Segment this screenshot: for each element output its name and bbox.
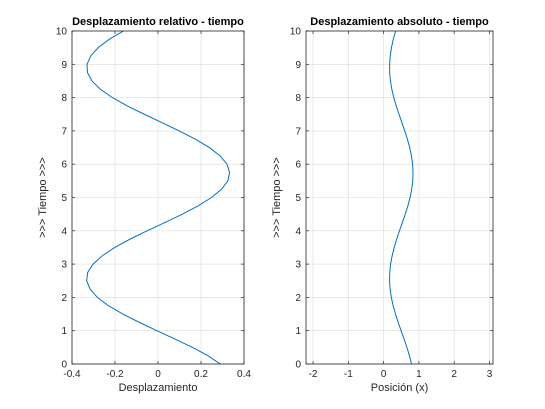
y-tick-label: 0 xyxy=(295,360,301,371)
x-axis-label: Desplazamiento xyxy=(119,382,198,394)
y-tick-label: 3 xyxy=(61,260,67,271)
y-tick-label: 9 xyxy=(61,60,67,71)
y-tick-label: 5 xyxy=(61,193,67,204)
plot-relative-displacement: -0.4 -0.2 0 0.2 0.4 0 1 2 3 4 5 6 7 8 9 10 Desplazamient… xyxy=(37,16,251,394)
x-tick-label: 0 xyxy=(381,369,387,380)
x-tick-label: 2 xyxy=(451,369,457,380)
chart-title: Desplazamiento absoluto - tiempo xyxy=(310,16,489,28)
y-tick-label: 4 xyxy=(295,226,301,237)
y-axis-label: >>> Tiempo >>> xyxy=(37,157,49,238)
y-tick-label: 10 xyxy=(290,27,302,38)
chart-title: Desplazamiento relativo - tiempo xyxy=(72,16,244,28)
y-tick-label: 6 xyxy=(295,160,301,171)
y-tick-label: 8 xyxy=(295,93,301,104)
y-axis-label: >>> Tiempo >>> xyxy=(271,157,283,238)
y-tick-label: 1 xyxy=(61,326,67,337)
y-tick-label: 0 xyxy=(61,360,67,371)
y-tick-label: 5 xyxy=(295,193,301,204)
y-tick-label: 7 xyxy=(61,126,67,137)
y-tick-label: 10 xyxy=(56,27,68,38)
y-tick-label: 8 xyxy=(61,93,67,104)
x-axis-label: Posición (x) xyxy=(371,382,428,394)
x-tick-label: 0 xyxy=(155,369,161,380)
y-tick-label: 7 xyxy=(295,126,301,137)
y-tick-label: 1 xyxy=(295,326,301,337)
y-tick-label: 3 xyxy=(295,260,301,271)
y-tick-label: 6 xyxy=(61,160,67,171)
x-tick-label: 0.4 xyxy=(237,369,251,380)
x-tick-label: 1 xyxy=(416,369,422,380)
x-tick-label: -0.2 xyxy=(106,369,124,380)
plot-absolute-displacement: -2 -1 0 1 2 3 0 1 2 3 4 5 6 7 8 9 10 Desplazamiento absol… xyxy=(271,16,494,394)
y-tick-label: 9 xyxy=(295,60,301,71)
x-tick-label: 3 xyxy=(487,369,493,380)
x-tick-label: -1 xyxy=(344,369,353,380)
y-tick-label: 2 xyxy=(295,293,301,304)
x-tick-label: -2 xyxy=(309,369,318,380)
series-line-0 xyxy=(389,31,414,364)
x-tick-label: 0.2 xyxy=(194,369,208,380)
series-line-0 xyxy=(86,31,231,364)
y-tick-label: 2 xyxy=(61,293,67,304)
y-tick-label: 4 xyxy=(61,226,67,237)
x-tick-label: -0.4 xyxy=(63,369,81,380)
